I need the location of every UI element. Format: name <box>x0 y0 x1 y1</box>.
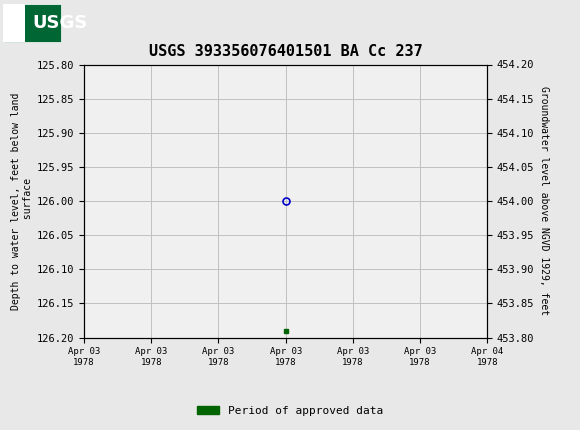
Text: USGS: USGS <box>32 14 87 31</box>
Bar <box>3 3 61 42</box>
Legend: Period of approved data: Period of approved data <box>193 401 387 420</box>
Y-axis label: Depth to water level, feet below land
 surface: Depth to water level, feet below land su… <box>11 92 32 310</box>
Title: USGS 393356076401501 BA Cc 237: USGS 393356076401501 BA Cc 237 <box>149 44 422 59</box>
Bar <box>3 3 25 42</box>
Bar <box>3 3 61 42</box>
Y-axis label: Groundwater level above NGVD 1929, feet: Groundwater level above NGVD 1929, feet <box>539 86 549 316</box>
